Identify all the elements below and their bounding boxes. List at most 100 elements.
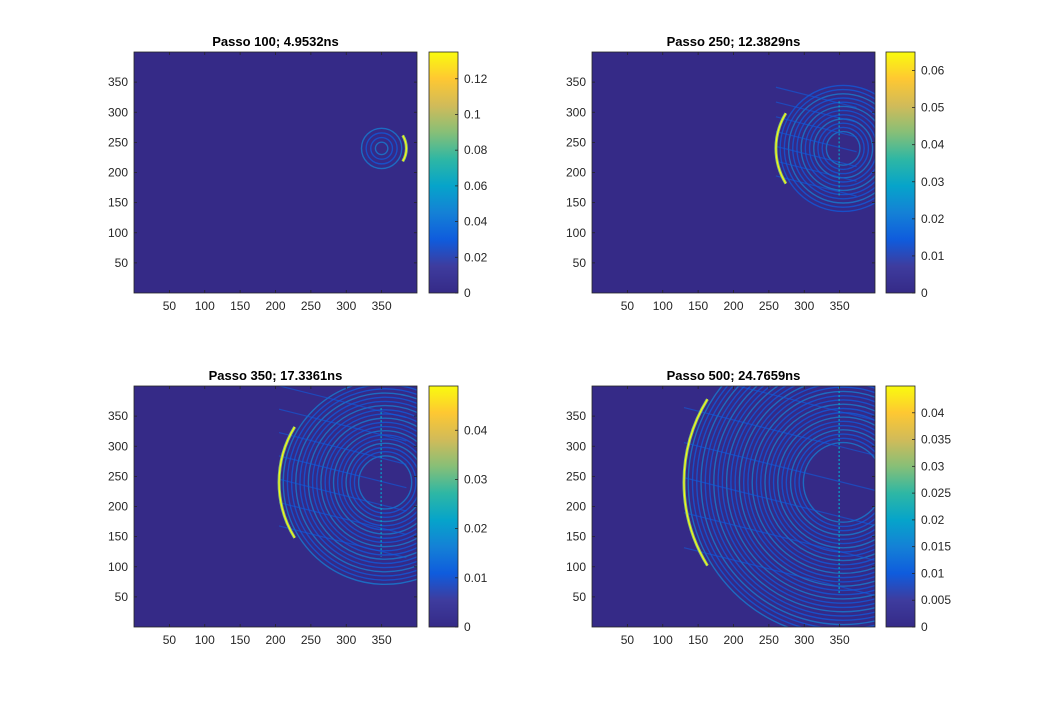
wave-ring <box>825 130 861 166</box>
x-tick-label: 150 <box>230 299 250 313</box>
y-tick-label: 100 <box>108 560 128 574</box>
colorbar-tick-label: 0.02 <box>464 250 488 264</box>
reflection-streak <box>683 512 875 561</box>
colorbar-tick-label: 0 <box>921 286 928 300</box>
wave-ring <box>345 442 417 523</box>
y-tick-label: 100 <box>108 226 128 240</box>
x-tick-label: 350 <box>372 299 392 313</box>
wave-field <box>682 386 875 627</box>
reflection-streak <box>775 175 857 197</box>
x-tick-label: 250 <box>301 299 321 313</box>
reflection-streak <box>278 386 407 419</box>
wave-ring <box>821 126 865 171</box>
x-tick-label: 100 <box>195 633 215 647</box>
wave-ring <box>336 434 417 531</box>
y-tick-label: 150 <box>108 530 128 544</box>
wave-ring <box>817 122 870 175</box>
colorbar <box>428 51 459 294</box>
wave-ring <box>800 105 875 192</box>
wavefront-peak <box>775 112 787 184</box>
x-tick-label: 50 <box>163 299 177 313</box>
colorbar-tick-label: 0.12 <box>464 72 488 86</box>
wave-ring <box>311 409 417 556</box>
x-tick-label: 300 <box>794 633 814 647</box>
wave-ring <box>777 416 875 549</box>
y-tick-label: 150 <box>566 196 586 210</box>
x-tick-label: 100 <box>653 633 673 647</box>
wave-ring <box>320 417 417 548</box>
wave-ring <box>696 386 875 627</box>
y-tick-label: 200 <box>566 500 586 514</box>
subplot-1: Passo 100; 4.9532ns 50 100 150 200 250 300 350 5… <box>108 34 488 313</box>
x-tick-label: 150 <box>688 633 708 647</box>
x-tick-label: 250 <box>759 299 779 313</box>
colorbar-tick-label: 0 <box>464 286 471 300</box>
wave-ring <box>747 386 875 579</box>
colorbar-tick-label: 0.015 <box>921 540 951 554</box>
wave-ring <box>721 386 875 604</box>
wave-ring <box>316 413 417 552</box>
y-tick-label: 350 <box>108 75 128 89</box>
x-tick-label: 200 <box>265 633 285 647</box>
wave-ring <box>755 395 875 570</box>
reflection-streak <box>683 406 875 456</box>
y-tick-label: 100 <box>566 226 586 240</box>
colorbar-tick-label: 0.01 <box>921 249 945 263</box>
colorbar <box>885 385 916 628</box>
colorbar-tick-label: 0.05 <box>921 101 945 115</box>
wave-ring <box>751 390 875 575</box>
y-tick-label: 300 <box>566 439 586 453</box>
colorbar-tick-label: 0 <box>921 620 928 634</box>
colorbar-tick-label: 0.01 <box>464 571 488 585</box>
x-tick-label: 200 <box>723 633 743 647</box>
wave-ring <box>299 396 417 569</box>
wave-ring <box>303 400 417 565</box>
x-tick-label: 50 <box>163 633 177 647</box>
heatmap-background <box>592 52 875 293</box>
wave-ring <box>708 386 875 617</box>
wave-ring <box>787 93 875 204</box>
x-tick-label: 150 <box>230 633 250 647</box>
wave-ring <box>738 386 875 587</box>
y-tick-label: 300 <box>566 105 586 119</box>
y-tick-label: 350 <box>108 409 128 423</box>
x-tick-label: 250 <box>301 633 321 647</box>
wave-ring <box>324 421 417 544</box>
colorbar-tick-label: 0.04 <box>464 423 488 437</box>
wave-ring <box>794 433 875 532</box>
wave-ring <box>332 430 417 535</box>
reflection-streak <box>775 160 857 182</box>
wave-ring <box>357 455 413 510</box>
colorbar-tick-label: 0.04 <box>464 215 488 229</box>
subplot-3: Passo 350; 17.3361ns 50 100 150 200 250 300 350… <box>108 368 488 647</box>
colorbar-tick-label: 0.02 <box>464 522 488 536</box>
colorbar-tick-label: 0.03 <box>921 459 945 473</box>
wave-ring <box>370 136 394 160</box>
wave-ring <box>295 392 417 573</box>
x-tick-label: 300 <box>336 633 356 647</box>
reflection-streak <box>278 455 407 489</box>
colorbar-tick-label: 0.03 <box>464 472 488 486</box>
wave-ring <box>798 437 875 528</box>
reflection-streak <box>683 442 875 491</box>
colorbar-tick-label: 0.06 <box>921 64 945 78</box>
wave-ring <box>365 132 398 165</box>
wave-ring <box>779 84 875 213</box>
wave-ring <box>781 420 875 545</box>
y-tick-label: 250 <box>566 135 586 149</box>
reflection-streak <box>683 477 875 526</box>
x-tick-label: 350 <box>830 299 850 313</box>
subplot-title: Passo 250; 12.3829ns <box>667 34 801 49</box>
reflection-streak <box>775 131 857 153</box>
reflection-streak <box>278 525 407 559</box>
wavefront-peak <box>402 135 407 162</box>
x-tick-label: 100 <box>653 299 673 313</box>
x-tick-label: 300 <box>794 299 814 313</box>
subplot-title: Passo 350; 17.3361ns <box>209 368 343 383</box>
wavefront-peak <box>278 426 296 539</box>
wave-field <box>360 127 408 170</box>
wave-ring <box>717 386 875 609</box>
colorbar-tick-label: 0.035 <box>921 433 951 447</box>
wave-ring <box>768 407 875 557</box>
